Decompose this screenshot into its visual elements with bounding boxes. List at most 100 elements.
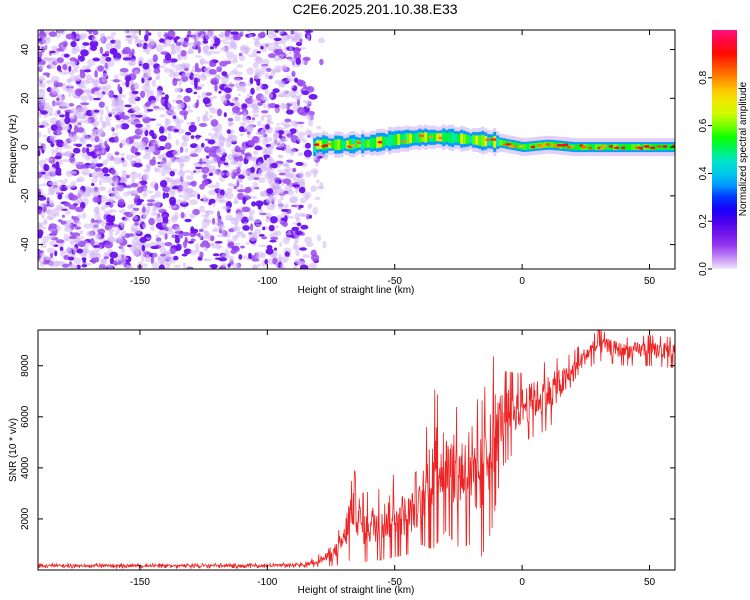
heatmap-noise-cell (46, 106, 54, 114)
heatmap-noise-cell (257, 161, 262, 166)
heatmap-noise-cell (275, 50, 280, 56)
heatmap-noise-cell (49, 135, 55, 139)
heatmap-noise-cell (259, 163, 269, 171)
heatmap-noise-cell (238, 155, 244, 162)
heatmap-noise-cell (179, 155, 188, 159)
heatmap-noise-cell (269, 196, 277, 202)
heatmap-noise-cell (61, 102, 70, 110)
heatmap-noise-cell (314, 196, 321, 200)
heatmap-noise-cell (183, 95, 191, 103)
heatmap-noise-cell (269, 204, 277, 208)
heatmap-noise-cell (245, 47, 252, 52)
heatmap-noise-cell (48, 185, 58, 194)
heatmap-band-cell (442, 132, 446, 143)
heatmap-noise-cell (264, 258, 269, 265)
heatmap-noise-cell (99, 32, 106, 39)
heatmap-x-tick-label: -150 (130, 276, 150, 287)
heatmap-noise-cell (170, 51, 176, 55)
heatmap-noise-cell (208, 50, 214, 54)
heatmap-noise-cell (218, 223, 225, 231)
heatmap-noise-cell (85, 137, 91, 141)
heatmap-noise-cell (210, 235, 215, 242)
heatmap-noise-cell (261, 110, 269, 114)
heatmap-noise-cell (77, 161, 85, 165)
heatmap-noise-cell (170, 111, 177, 116)
heatmap-noise-cell (182, 231, 190, 237)
heatmap-noise-cell (84, 118, 91, 124)
heatmap-noise-cell (54, 139, 64, 144)
heatmap-noise-cell (203, 60, 210, 65)
heatmap-noise-cell (274, 79, 283, 85)
heatmap-noise-cell (217, 34, 224, 37)
heatmap-noise-cell (223, 112, 227, 118)
heatmap-noise-cell (213, 227, 218, 232)
heatmap-noise-cell (83, 223, 92, 229)
heatmap-noise-cell (270, 236, 279, 241)
heatmap-band-cell (469, 135, 473, 144)
heatmap-noise-cell (56, 57, 64, 63)
heatmap-noise-cell (241, 87, 247, 93)
heatmap-noise-cell (71, 60, 75, 68)
heatmap-noise-cell (193, 36, 200, 44)
heatmap-noise-cell (275, 131, 280, 139)
heatmap-y-tick-label: -20 (20, 188, 31, 203)
heatmap-noise-cell (73, 239, 79, 244)
heatmap-noise-cell (103, 256, 109, 260)
heatmap-noise-cell (173, 37, 178, 44)
heatmap-noise-cell (38, 122, 41, 125)
heatmap-noise-cell (42, 144, 47, 152)
heatmap-noise-cell (101, 167, 109, 174)
heatmap-noise-cell (195, 166, 203, 170)
heatmap-noise-cell (237, 93, 241, 97)
heatmap-noise-cell (76, 248, 84, 254)
heatmap-x-tick-label: -50 (387, 276, 402, 287)
heatmap-band-peak (570, 145, 576, 148)
heatmap-noise-cell (55, 34, 61, 38)
heatmap-noise-cell (164, 94, 169, 100)
heatmap-noise-cell (141, 203, 146, 207)
heatmap-noise-cell (260, 45, 264, 50)
heatmap-noise-cell (130, 228, 136, 232)
heatmap-noise-cell (257, 263, 261, 268)
heatmap-noise-cell (221, 46, 227, 49)
heatmap-noise-cell (49, 252, 54, 259)
heatmap-noise-cell (164, 227, 169, 232)
heatmap-noise-cell (284, 215, 288, 223)
heatmap-noise-cell (97, 65, 105, 72)
heatmap-noise-cell (158, 229, 167, 236)
heatmap-band-cell (595, 144, 599, 151)
heatmap-noise-cell (169, 247, 176, 255)
heatmap-noise-cell (230, 70, 236, 74)
heatmap-noise-cell (190, 69, 196, 73)
heatmap-noise-cell (249, 77, 254, 85)
heatmap-noise-cell (134, 229, 141, 235)
heatmap-band-cell (427, 132, 431, 142)
heatmap-noise-cell (107, 199, 113, 203)
heatmap-noise-cell (116, 184, 125, 193)
heatmap-band-cell (337, 139, 341, 150)
heatmap-noise-cell (130, 146, 139, 154)
heatmap-noise-cell (190, 150, 197, 154)
heatmap-noise-cell (253, 177, 260, 181)
heatmap-noise-cell (190, 171, 195, 176)
heatmap-noise-cell (119, 142, 123, 149)
heatmap-noise-cell (113, 157, 122, 165)
heatmap-noise-cell (88, 30, 93, 35)
heatmap-noise-cell (169, 58, 178, 63)
page-title: C2E6.2025.201.10.38.E33 (292, 1, 458, 17)
heatmap-noise-cell (255, 55, 260, 61)
heatmap-noise-cell (184, 218, 192, 223)
heatmap-band-cell (397, 134, 401, 145)
heatmap-noise-cell (305, 129, 311, 136)
heatmap-band-cell (343, 140, 347, 149)
heatmap-noise-cell (259, 130, 265, 136)
heatmap-noise-cell (243, 125, 253, 132)
heatmap-noise-cell (230, 31, 239, 35)
heatmap-noise-cell (38, 233, 43, 239)
heatmap-noise-cell (77, 127, 85, 133)
heatmap-noise-cell (280, 163, 289, 167)
heatmap-noise-cell (217, 108, 222, 117)
heatmap-noise-cell (135, 114, 143, 118)
heatmap-noise-cell (95, 151, 99, 155)
